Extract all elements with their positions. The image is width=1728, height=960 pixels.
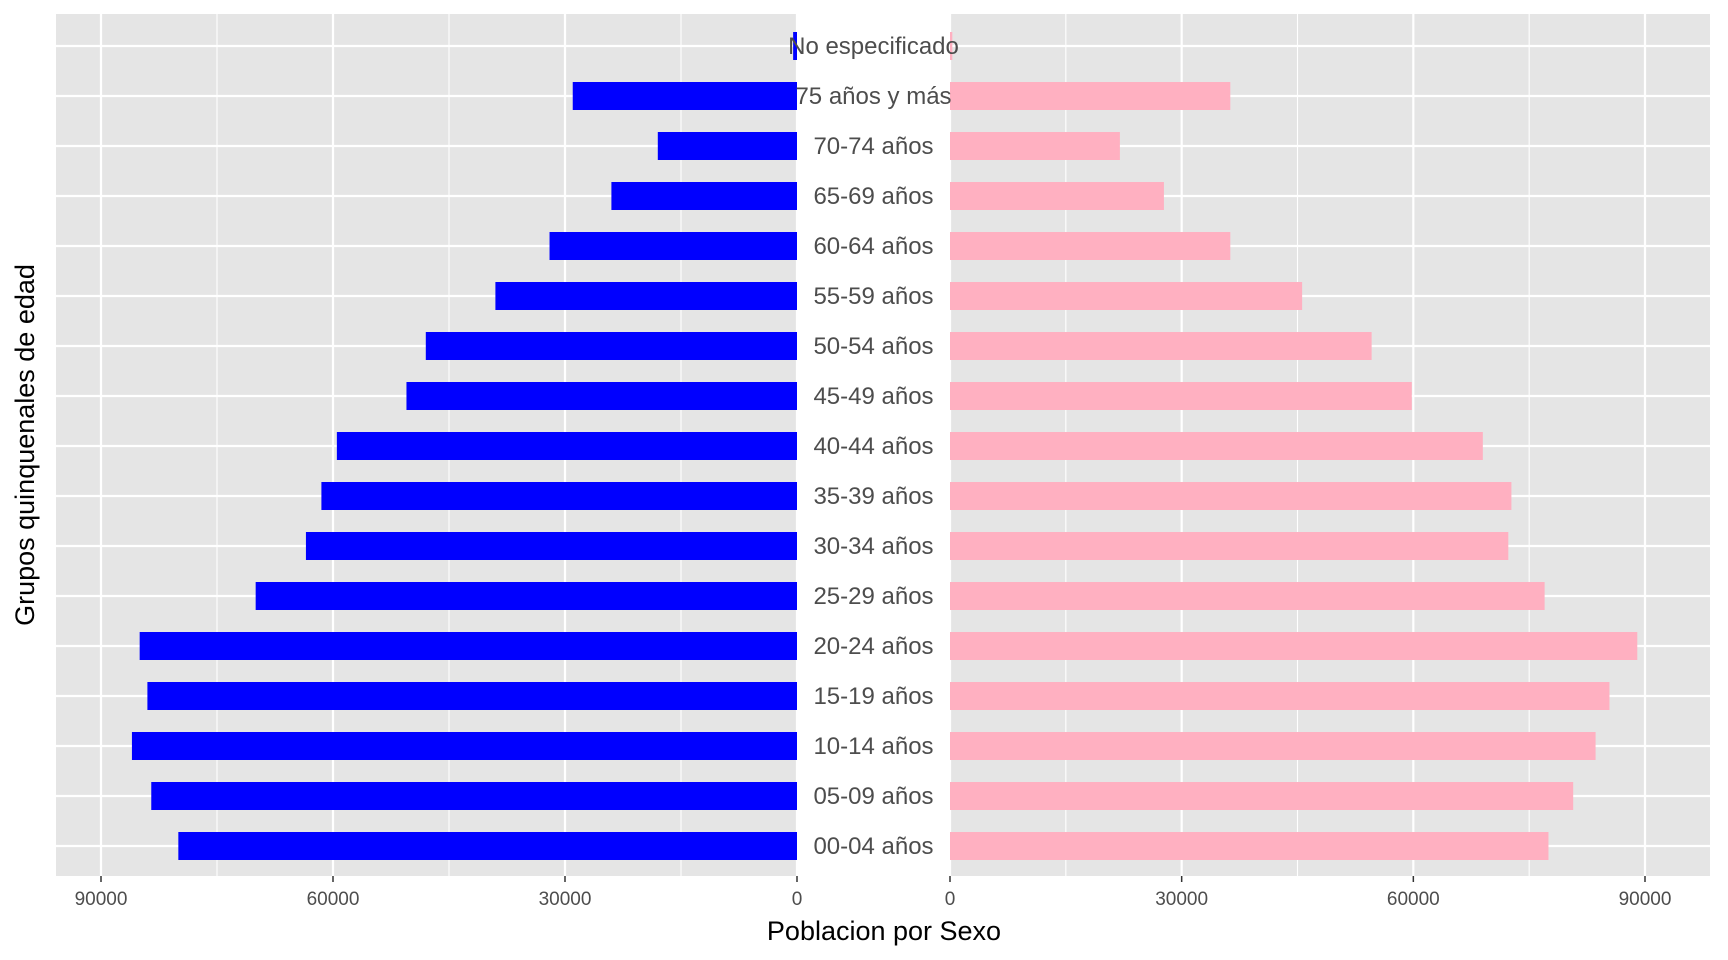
right-bar xyxy=(950,482,1512,510)
left-bar xyxy=(572,82,797,110)
right-bar xyxy=(950,182,1164,210)
left-x-tick-label: 30000 xyxy=(539,889,592,910)
left-bar xyxy=(425,332,797,360)
category-label: 15-19 años xyxy=(813,683,933,710)
left-bar xyxy=(147,682,797,710)
left-bar xyxy=(151,782,797,810)
category-label: 30-34 años xyxy=(813,533,933,560)
x-axis-title: Poblacion por Sexo xyxy=(767,916,1001,946)
right-bar xyxy=(950,632,1638,660)
category-label: 20-24 años xyxy=(813,633,933,660)
right-panel-female xyxy=(948,14,1710,876)
left-x-tick-label: 0 xyxy=(792,889,803,910)
category-labels: 00-04 años 05-09 años 10-14 años 15-19 años… xyxy=(788,33,959,860)
category-label: No especificado xyxy=(788,33,959,60)
left-bar xyxy=(305,532,797,560)
right-bar xyxy=(950,232,1231,260)
y-axis-title: Grupos quinquenales de edad xyxy=(10,264,40,626)
left-bar xyxy=(336,432,797,460)
left-panel-male xyxy=(56,14,799,876)
category-label: 60-64 años xyxy=(813,233,933,260)
category-label: 45-49 años xyxy=(813,383,933,410)
category-label: 35-39 años xyxy=(813,483,933,510)
left-bar xyxy=(611,182,797,210)
x-axis-ticks: 90000 60000 30000 0 0 30000 60000 90000 xyxy=(75,876,1672,910)
right-bar xyxy=(950,132,1120,160)
left-bar xyxy=(321,482,797,510)
right-x-tick-label: 90000 xyxy=(1619,889,1672,910)
left-bar xyxy=(793,32,797,60)
category-label: 00-04 años xyxy=(813,833,933,860)
category-label: 65-69 años xyxy=(813,183,933,210)
right-bar xyxy=(950,582,1545,610)
left-bar xyxy=(131,732,797,760)
category-label: 70-74 años xyxy=(813,133,933,160)
left-bars-series xyxy=(131,32,798,860)
left-x-tick-label: 60000 xyxy=(307,889,360,910)
left-bar xyxy=(178,832,798,860)
right-bar xyxy=(950,332,1372,360)
right-bar xyxy=(950,782,1574,810)
right-bars-series xyxy=(950,32,1638,860)
right-bar xyxy=(950,382,1412,410)
category-label: 75 años y más xyxy=(795,83,951,110)
right-x-tick-label: 30000 xyxy=(1155,889,1208,910)
left-bar xyxy=(657,132,797,160)
left-bar xyxy=(139,632,797,660)
right-bar xyxy=(950,82,1231,110)
right-bar xyxy=(950,732,1596,760)
right-bar xyxy=(950,832,1549,860)
right-x-tick-label: 0 xyxy=(945,889,956,910)
left-bar xyxy=(255,582,797,610)
category-label: 40-44 años xyxy=(813,433,933,460)
right-bar xyxy=(950,32,953,60)
category-label: 55-59 años xyxy=(813,283,933,310)
right-bar xyxy=(950,432,1483,460)
left-bar xyxy=(406,382,797,410)
right-bar xyxy=(950,282,1303,310)
category-label: 10-14 años xyxy=(813,733,933,760)
right-x-tick-label: 60000 xyxy=(1387,889,1440,910)
left-bar xyxy=(495,282,797,310)
right-bar xyxy=(950,532,1509,560)
left-bar xyxy=(549,232,797,260)
left-x-tick-label: 90000 xyxy=(75,889,128,910)
category-label: 25-29 años xyxy=(813,583,933,610)
right-bar xyxy=(950,682,1610,710)
category-label: 50-54 años xyxy=(813,333,933,360)
category-label: 05-09 años xyxy=(813,783,933,810)
